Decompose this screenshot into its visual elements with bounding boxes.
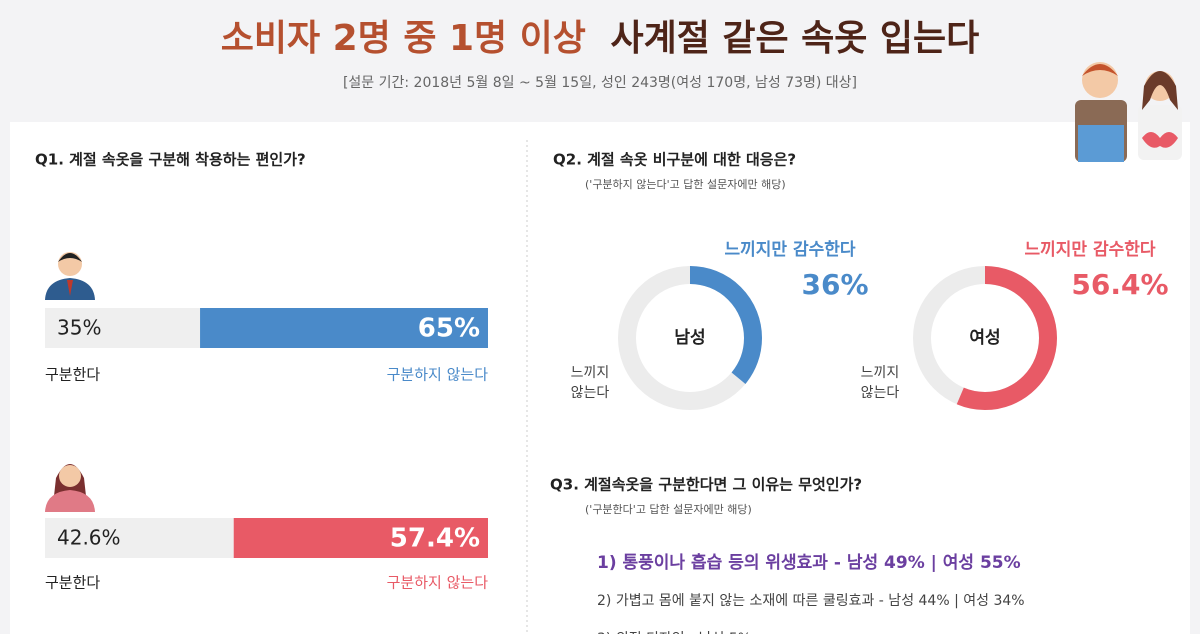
category-label: 구분하지 않는다 [387,574,489,592]
reason-item: 3) 외적 디자인 - 남성 5% [597,631,751,634]
donut-center: 여성 [969,328,1000,348]
bar [45,308,201,348]
q3-title: Q3. 계절속옷을 구분한다면 그 이유는 무엇인가? [550,476,862,494]
subtitle: [설문 기간: 2018년 5월 8일 ~ 5월 15일, 성인 243명(여성… [343,75,857,91]
q2-note: ('구분하지 않는다'고 답한 설문자에만 해당) [585,177,786,191]
bar [233,518,488,558]
couple-icon [1075,62,1182,162]
value-label: 57.4% [390,524,480,554]
donut-other-label: 느끼지 [861,365,900,381]
value-label: 35% [57,316,101,340]
donut-label: 느끼지만 감수한다 [1024,240,1155,260]
donut-arc [618,266,762,410]
q2-title: Q2. 계절 속옷 비구분에 대한 대응은? [553,151,796,169]
donut-value: 56.4% [1071,268,1168,301]
donut-other-label: 않는다 [571,385,610,401]
donut-other-label: 않는다 [861,385,900,401]
donut-value: 36% [801,268,868,301]
category-label: 구분한다 [45,574,100,592]
q1-title: Q1. 계절 속옷을 구분해 착용하는 편인가? [35,151,306,169]
title-part: 사계절 같은 속옷 입는다 [610,18,979,59]
reason-item: 2) 가볍고 몸에 붙지 않는 소재에 따른 쿨링효과 - 남성 44% | 여… [597,593,1025,609]
donut-arc [913,266,1057,410]
bar [45,518,234,558]
man-icon [45,252,95,300]
title: 소비자 2명 중 1명 이상 사계절 같은 속옷 입는다 [221,18,980,59]
category-label: 구분한다 [45,366,100,384]
donut-other-label: 느끼지 [571,365,610,381]
donut-center: 남성 [674,328,705,348]
category-label: 구분하지 않는다 [387,366,489,384]
q3-note: ('구분한다'고 답한 설문자에만 해당) [585,502,752,516]
woman-icon [45,464,95,512]
donut-label: 느끼지만 감수한다 [724,240,855,260]
bar [200,308,489,348]
title-part: 소비자 2명 중 1명 이상 [221,18,586,59]
reason-item: 1) 통풍이나 흡습 등의 위생효과 - 남성 49% | 여성 55% [597,552,1021,573]
value-label: 42.6% [57,526,121,550]
value-label: 65% [418,314,480,344]
